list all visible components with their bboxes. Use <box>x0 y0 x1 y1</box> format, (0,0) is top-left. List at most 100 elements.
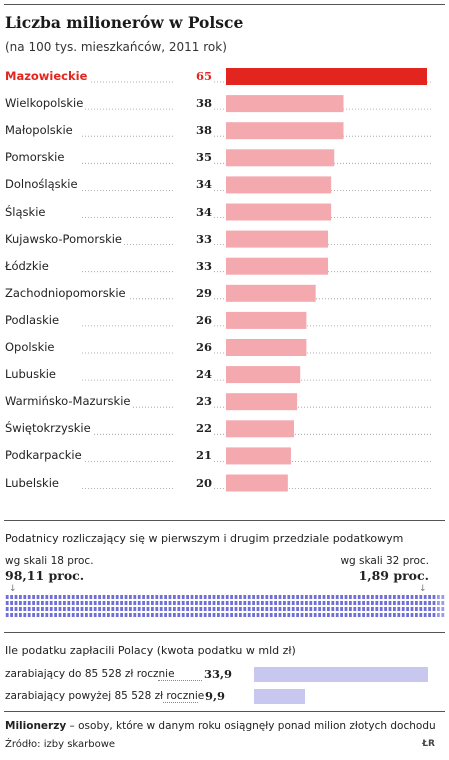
dot-18-percent <box>111 601 115 605</box>
dot-18-percent <box>89 595 93 599</box>
dot-18-percent <box>137 613 141 617</box>
dot-18-percent <box>296 601 299 605</box>
dot-18-percent <box>36 607 40 611</box>
dot-18-percent <box>393 607 396 611</box>
dot-18-percent <box>327 601 330 605</box>
dot-18-percent <box>406 607 409 611</box>
dot-18-percent <box>344 595 348 599</box>
dot-18-percent <box>278 595 282 599</box>
dot-18-percent <box>142 595 145 599</box>
dot-18-percent <box>397 607 401 611</box>
dot-18-percent <box>195 607 198 611</box>
dot-18-percent <box>247 607 251 611</box>
section-divider <box>4 632 445 633</box>
dot-18-percent <box>10 613 13 617</box>
dot-18-percent <box>313 613 317 617</box>
dot-18-percent <box>5 601 9 605</box>
dot-18-percent <box>102 607 106 611</box>
dot-18-percent <box>85 613 88 617</box>
dot-18-percent <box>287 595 291 599</box>
dot-18-percent <box>93 607 97 611</box>
dot-18-percent <box>379 595 383 599</box>
dot-18-percent <box>357 595 361 599</box>
dot-18-percent <box>234 613 238 617</box>
region-label: Podkarpackie <box>5 448 84 463</box>
dot-18-percent <box>98 601 101 605</box>
dot-18-percent <box>243 601 247 605</box>
dot-18-percent <box>375 601 379 605</box>
dot-18-percent <box>23 601 27 605</box>
dot-18-percent <box>265 595 269 599</box>
dot-18-percent <box>71 607 75 611</box>
dot-18-percent <box>406 601 409 605</box>
dot-18-percent <box>287 601 291 605</box>
dot-18-percent <box>49 595 53 599</box>
dot-18-percent <box>423 595 427 599</box>
dot-18-percent <box>423 613 427 617</box>
dot-18-percent <box>212 607 216 611</box>
dot-18-percent <box>340 613 343 617</box>
dot-18-percent <box>384 613 387 617</box>
source: Źródło: izby skarbowe <box>5 739 116 750</box>
dot-18-percent <box>14 595 18 599</box>
down-arrow-icon: ↓ <box>9 584 17 594</box>
footnote-divider <box>4 711 445 712</box>
dot-18-percent <box>406 595 409 599</box>
dot-18-percent <box>36 601 40 605</box>
dot-18-percent <box>371 595 374 599</box>
dot-18-percent <box>331 613 335 617</box>
region-bar <box>226 149 335 167</box>
region-label: Lubelskie <box>5 475 61 490</box>
region-bar <box>226 122 344 140</box>
dot-18-percent <box>269 613 273 617</box>
dot-18-percent <box>67 613 71 617</box>
dot-18-percent <box>63 613 66 617</box>
region-value: 24 <box>174 367 212 382</box>
dot-18-percent <box>98 607 101 611</box>
dot-18-percent <box>318 607 321 611</box>
dot-18-percent <box>419 613 423 617</box>
dot-32-percent <box>437 613 440 617</box>
dot-18-percent <box>344 613 348 617</box>
dot-18-percent <box>371 607 374 611</box>
dot-18-percent <box>384 607 387 611</box>
dot-18-percent <box>353 613 357 617</box>
dot-18-percent <box>93 601 97 605</box>
dot-18-percent <box>261 601 264 605</box>
dot-32-percent <box>441 607 445 611</box>
dot-18-percent <box>291 595 295 599</box>
region-bar <box>226 393 298 411</box>
dot-18-percent <box>397 601 401 605</box>
dot-18-percent <box>349 595 352 599</box>
dot-18-percent <box>199 613 203 617</box>
dot-18-percent <box>388 613 392 617</box>
leader-line <box>163 702 198 703</box>
dot-18-percent <box>173 613 176 617</box>
dot-18-percent <box>137 607 141 611</box>
dot-18-percent <box>199 595 203 599</box>
dot-18-percent <box>393 595 396 599</box>
dot-18-percent <box>195 601 198 605</box>
dot-18-percent <box>217 601 220 605</box>
dot-18-percent <box>164 595 167 599</box>
dot-18-percent <box>305 613 308 617</box>
dot-18-percent <box>5 613 9 617</box>
region-value: 35 <box>174 150 212 165</box>
dot-18-percent <box>129 595 132 599</box>
dot-18-percent <box>309 601 313 605</box>
dot-18-percent <box>217 613 220 617</box>
dot-18-percent <box>335 607 339 611</box>
dot-18-percent <box>212 601 216 605</box>
dot-18-percent <box>265 601 269 605</box>
dot-18-percent <box>173 607 176 611</box>
dot-18-percent <box>120 607 123 611</box>
dot-18-percent <box>208 607 211 611</box>
dot-18-percent <box>27 601 31 605</box>
tax-bar <box>254 689 305 704</box>
region-value: 34 <box>174 204 212 219</box>
dot-18-percent <box>67 595 71 599</box>
dot-18-percent <box>89 601 93 605</box>
dot-18-percent <box>146 613 150 617</box>
dot-18-percent <box>230 607 233 611</box>
dot-18-percent <box>331 595 335 599</box>
